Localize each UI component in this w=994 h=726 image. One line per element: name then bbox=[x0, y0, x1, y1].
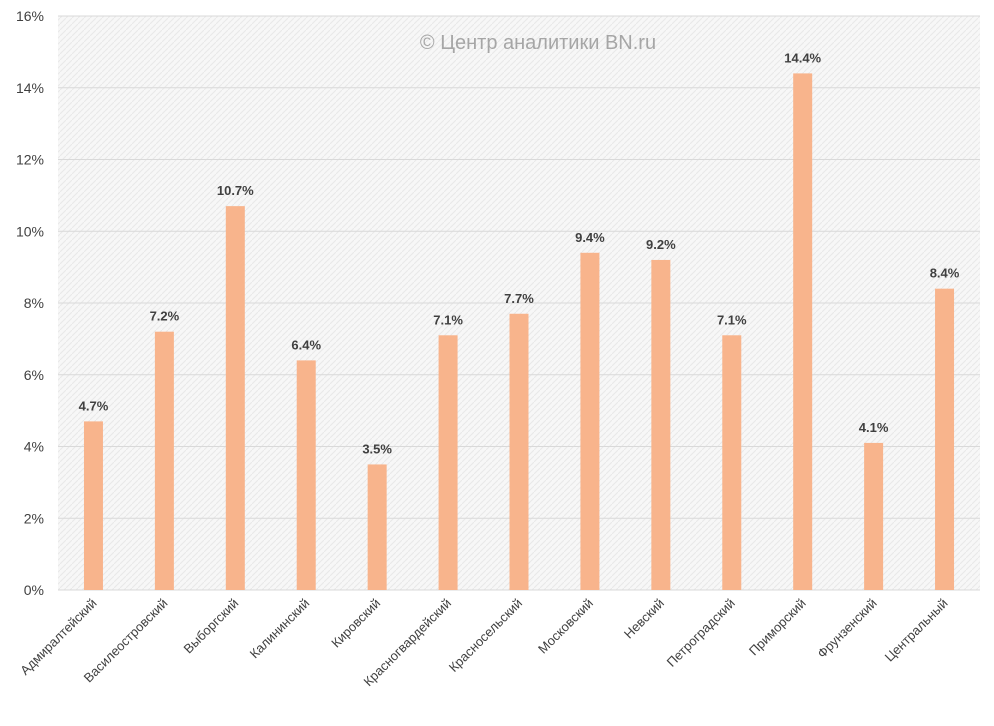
data-label: 10.7% bbox=[217, 183, 254, 198]
data-label: 7.7% bbox=[504, 291, 534, 306]
bar bbox=[722, 335, 742, 590]
bar bbox=[438, 335, 458, 590]
y-tick-label: 2% bbox=[24, 510, 44, 526]
data-label: 7.1% bbox=[717, 312, 747, 327]
bar bbox=[225, 206, 245, 590]
data-label: 8.4% bbox=[930, 266, 960, 281]
y-tick-label: 4% bbox=[24, 439, 44, 455]
bar bbox=[154, 331, 174, 590]
data-label: 6.4% bbox=[291, 337, 321, 352]
y-tick-label: 10% bbox=[16, 223, 44, 239]
x-tick-label: Фрунзенский bbox=[814, 596, 879, 661]
bars bbox=[83, 73, 955, 590]
data-label: 9.4% bbox=[575, 230, 605, 245]
data-label: 7.2% bbox=[150, 309, 180, 324]
bar bbox=[864, 442, 884, 590]
bar bbox=[296, 360, 316, 590]
data-label: 4.7% bbox=[79, 398, 109, 413]
bar bbox=[935, 288, 955, 590]
y-tick-label: 8% bbox=[24, 295, 44, 311]
y-tick-label: 0% bbox=[24, 582, 44, 598]
y-tick-label: 16% bbox=[16, 8, 44, 24]
x-tick-label: Выборгский bbox=[181, 596, 242, 657]
y-tick-label: 12% bbox=[16, 152, 44, 168]
data-label: 3.5% bbox=[362, 441, 392, 456]
data-labels: 4.7% 7.2% 10.7% 6.4% 3.5% 7.1% 7.7% 9.4% 9.2% 7.1… bbox=[79, 50, 960, 456]
y-tick-label: 6% bbox=[24, 367, 44, 383]
data-label: 4.1% bbox=[859, 420, 889, 435]
x-tick-label: Калининский bbox=[247, 596, 313, 662]
x-tick-label: Кировский bbox=[328, 596, 383, 651]
x-tick-label: Московский bbox=[535, 596, 596, 657]
x-tick-label: Центральный bbox=[882, 596, 951, 665]
bar bbox=[509, 313, 529, 590]
watermark: © Центр аналитики BN.ru bbox=[420, 32, 656, 54]
x-tick-label: Невский bbox=[621, 596, 667, 642]
y-axis-tick-labels: 0% 2% 4% 6% 8% 10% 12% 14% 16% bbox=[16, 8, 44, 598]
bar bbox=[793, 73, 813, 590]
data-label: 9.2% bbox=[646, 237, 676, 252]
bar bbox=[580, 252, 600, 590]
x-tick-label: Петроградский bbox=[664, 596, 738, 670]
x-tick-label: Адмиралтейский bbox=[17, 596, 99, 678]
x-tick-label: Красносельский bbox=[446, 596, 525, 675]
y-tick-label: 14% bbox=[16, 80, 44, 96]
bar bbox=[651, 259, 671, 590]
data-label: 14.4% bbox=[784, 50, 821, 65]
x-tick-label: Приморский bbox=[746, 596, 809, 659]
data-label: 7.1% bbox=[433, 312, 463, 327]
bar bbox=[83, 421, 103, 590]
bar bbox=[367, 464, 387, 590]
